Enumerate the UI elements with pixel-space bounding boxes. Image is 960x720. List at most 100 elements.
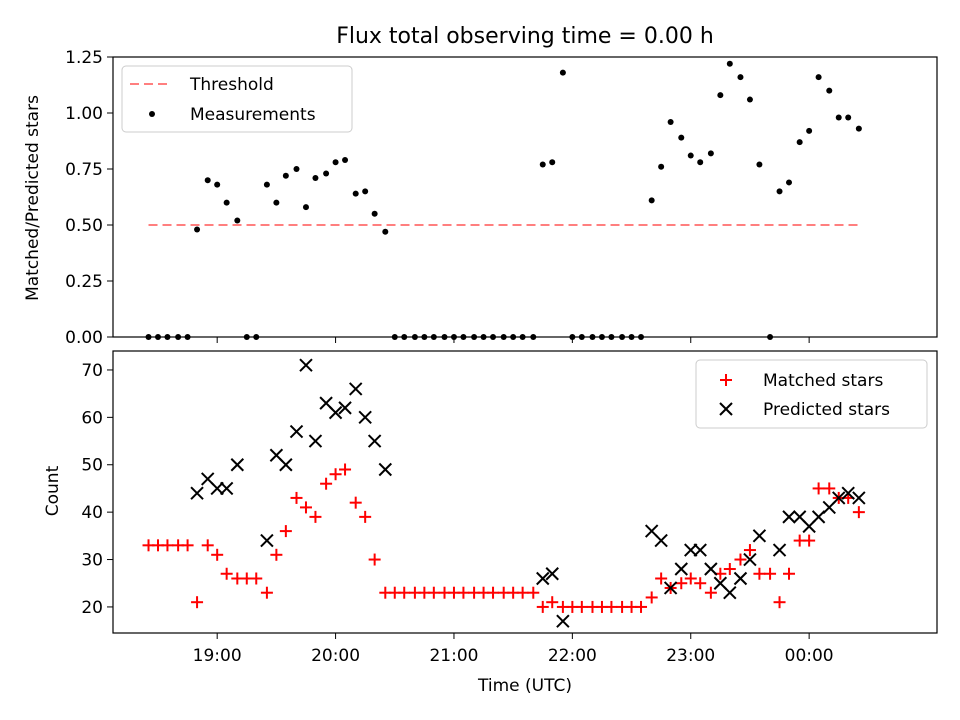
measurement-point	[678, 134, 685, 141]
matched-star-point	[191, 596, 204, 609]
x-b	[210, 481, 224, 496]
matched-star-point	[645, 591, 658, 604]
x-b	[378, 462, 393, 477]
legend-predicted-label: Predicted stars	[763, 400, 890, 420]
x-tick-label: 00:00	[785, 646, 834, 666]
matched-star-point	[694, 577, 707, 590]
x-tick-label: 23:00	[666, 646, 715, 666]
legend-predicted-swatch	[719, 402, 733, 416]
matched-star-point	[279, 525, 292, 538]
predicted-star-point	[260, 533, 274, 548]
matched-star-point	[427, 586, 440, 599]
measurement-point	[510, 334, 517, 340]
measurement-point	[471, 334, 478, 340]
measurement-point	[282, 172, 289, 179]
x-b	[852, 491, 866, 505]
predicted-star-point	[772, 543, 787, 557]
predicted-star-point	[556, 614, 570, 628]
predicted-star-point	[210, 481, 224, 496]
x-b	[704, 562, 718, 576]
measurement-point	[667, 118, 674, 125]
x-b	[723, 586, 737, 600]
measurement-point	[430, 334, 437, 340]
measurement-point	[223, 199, 230, 206]
x-b	[279, 458, 293, 472]
measurement-point	[214, 181, 221, 188]
x-b	[269, 448, 284, 462]
measurement-point	[589, 334, 596, 340]
x-b	[674, 562, 688, 576]
matched-star-point	[852, 506, 865, 519]
x-b	[319, 396, 333, 410]
figure-title: Flux total observing time = 0.00 h	[336, 24, 714, 49]
matched-star-point	[536, 600, 549, 613]
measurement-point	[332, 159, 339, 166]
top-y-tick-label: 0.00	[65, 328, 103, 348]
measurement-point	[323, 170, 330, 177]
bottom-y-tick-label: 40	[81, 503, 103, 523]
top-y-tick-label: 0.75	[65, 160, 103, 180]
measurement-point	[717, 92, 724, 99]
measurement-point	[253, 334, 260, 340]
predicted-star-point	[693, 543, 707, 557]
measurement-point	[382, 228, 389, 235]
matched-star-point	[575, 600, 588, 613]
x-b	[328, 405, 343, 420]
measurement-point	[559, 69, 566, 76]
matched-star-point	[220, 567, 233, 580]
x-b	[308, 434, 323, 448]
measurement-point	[619, 334, 626, 340]
matched-star-point	[675, 577, 688, 590]
measurement-point	[411, 334, 418, 340]
x-b	[358, 410, 372, 425]
legend-box	[121, 65, 353, 133]
x-b	[545, 567, 559, 581]
predicted-star-point	[348, 382, 363, 396]
measurement-point	[342, 157, 349, 164]
x-b	[832, 491, 846, 505]
matched-star-point	[753, 567, 766, 580]
matched-star-point	[546, 596, 559, 609]
predicted-star-point	[841, 486, 855, 500]
matched-star-point	[211, 548, 224, 561]
matched-star-point	[812, 482, 825, 495]
x-b	[654, 533, 668, 548]
matched-star-point	[339, 463, 352, 476]
top-y-axis-label: Matched/Predicted stars	[23, 95, 43, 301]
measurement-point	[312, 174, 319, 181]
measurement-point	[608, 334, 615, 340]
matched-star-point	[368, 553, 381, 566]
top-y-tick-label: 1.00	[65, 104, 103, 124]
top-y-tick-label: 0.50	[65, 216, 103, 236]
measurement-point	[460, 334, 467, 340]
x-b	[792, 510, 807, 524]
predicted-star-point	[663, 581, 678, 595]
measurement-point	[175, 334, 182, 340]
predicted-star-point	[674, 562, 688, 576]
x-b	[663, 581, 678, 595]
measurement-point	[164, 334, 171, 340]
matched-star-point	[329, 468, 342, 481]
predicted-star-point	[190, 486, 204, 500]
measurement-point	[145, 334, 152, 340]
x-b	[219, 481, 234, 496]
bottom-legend: Matched stars Predicted stars	[695, 359, 928, 429]
predicted-star-point	[733, 571, 748, 586]
x-b	[684, 543, 698, 557]
measurement-point	[273, 199, 280, 206]
predicted-star-point	[536, 571, 550, 586]
matched-star-point	[823, 482, 836, 495]
matched-star-point	[803, 534, 816, 547]
predicted-star-point	[782, 510, 796, 524]
measurement-point	[263, 181, 270, 188]
predicted-star-point	[684, 543, 698, 557]
matched-star-point	[655, 572, 668, 585]
matched-star-point	[764, 567, 777, 580]
measurement-point	[815, 74, 822, 81]
measurement-point	[480, 334, 487, 340]
measurement-point	[786, 179, 793, 186]
measurement-point	[401, 334, 408, 340]
bottom-x-axis-label: Time (UTC)	[477, 676, 572, 696]
bottom-y-tick-label: 30	[81, 551, 103, 571]
